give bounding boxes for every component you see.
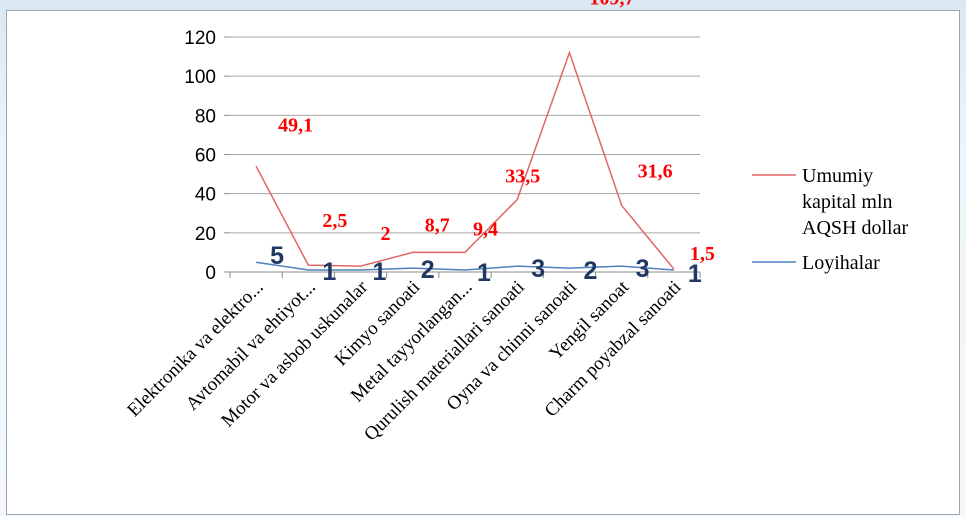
data-label-loyihalar: 5 xyxy=(270,242,284,270)
y-tick-label: 80 xyxy=(195,106,216,127)
data-label-kapital: 9,4 xyxy=(473,218,498,240)
data-label-kapital: 2 xyxy=(381,223,391,245)
data-label-loyihalar: 1 xyxy=(477,259,491,287)
legend-label-kapital: kapital mln xyxy=(802,191,893,213)
series-line-kapital xyxy=(255,50,675,270)
y-tick-label: 40 xyxy=(195,185,216,206)
data-label-loyihalar: 1 xyxy=(373,258,387,286)
data-label-kapital: 33,5 xyxy=(505,166,540,188)
y-tick-label: 0 xyxy=(205,263,216,284)
data-label-kapital: 2,5 xyxy=(322,210,347,232)
data-label-loyihalar: 1 xyxy=(688,260,702,288)
data-label-loyihalar: 2 xyxy=(583,257,597,285)
data-label-loyihalar: 3 xyxy=(531,255,545,283)
y-tick-label: 60 xyxy=(195,146,216,167)
data-label-loyihalar: 2 xyxy=(421,256,435,284)
legend-label-kapital: Umumiy xyxy=(802,165,873,187)
data-label-kapital: 49,1 xyxy=(278,114,313,136)
data-label-loyihalar: 1 xyxy=(322,258,336,286)
y-tick-label: 20 xyxy=(195,224,216,245)
data-label-kapital: 1,5 xyxy=(690,243,715,265)
legend-label-kapital: AQSH dollar xyxy=(802,217,908,239)
data-label-loyihalar: 3 xyxy=(636,255,650,283)
data-label-kapital: 31,6 xyxy=(638,160,673,182)
y-tick-label: 100 xyxy=(184,67,216,88)
series-line-loyihalar xyxy=(255,261,674,271)
data-label-kapital: 8,7 xyxy=(425,214,450,236)
data-label-kapital: 109,7 xyxy=(589,0,634,10)
chart-area xyxy=(6,10,960,515)
y-tick-label: 120 xyxy=(184,28,216,49)
legend-label-loyihalar: Loyihalar xyxy=(802,252,880,274)
